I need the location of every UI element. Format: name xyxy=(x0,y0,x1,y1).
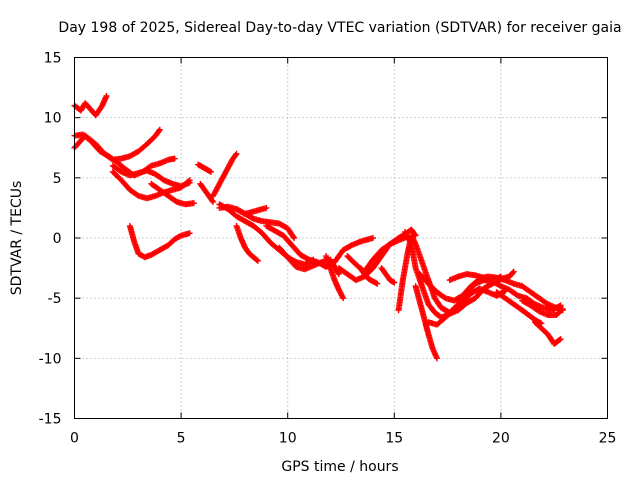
data-point xyxy=(103,93,110,100)
series-arc-27 xyxy=(446,271,564,314)
data-point xyxy=(556,336,563,343)
data-point xyxy=(176,233,183,240)
x-tick-label: 0 xyxy=(70,431,79,447)
series-arc-08 xyxy=(195,161,214,175)
data-point xyxy=(190,200,197,207)
data-point xyxy=(254,257,261,264)
y-tick-label: 10 xyxy=(44,111,62,127)
chart-title: Day 198 of 2025, Sidereal Day-to-day VTE… xyxy=(58,20,621,36)
data-point xyxy=(335,269,342,276)
y-tick-label: -10 xyxy=(39,351,62,367)
y-tick-label: -5 xyxy=(48,291,62,307)
data-point xyxy=(210,198,217,205)
data-point xyxy=(433,355,440,362)
x-tick-label: 5 xyxy=(177,431,186,447)
series-arc-14 xyxy=(233,222,261,264)
data-point xyxy=(263,204,270,211)
y-tick-label: 5 xyxy=(53,171,62,187)
data-point xyxy=(233,150,240,157)
data-point xyxy=(186,177,193,184)
series-arc-06 xyxy=(148,180,197,208)
series-arc-29 xyxy=(532,319,564,347)
tick-layer: 0 5 10 15 20 25 -15 -10 -5 0 5 10 15 xyxy=(39,51,617,447)
data-point xyxy=(290,233,297,240)
data-point xyxy=(510,268,517,275)
series-arc-10 xyxy=(210,150,240,199)
data-point xyxy=(369,235,376,241)
data-point xyxy=(391,279,398,286)
data-point xyxy=(156,126,163,133)
data-point xyxy=(291,235,298,241)
x-axis-label: GPS time / hours xyxy=(281,459,398,475)
x-tick-label: 10 xyxy=(279,431,297,447)
series-arc-01 xyxy=(71,93,110,119)
data-point xyxy=(232,151,239,158)
data-point xyxy=(186,230,193,237)
data-point xyxy=(559,305,566,312)
series-arc-13 xyxy=(233,204,270,217)
x-tick-label: 20 xyxy=(492,431,510,447)
data-point xyxy=(253,256,260,263)
data-point xyxy=(558,306,565,313)
series-arc-24 xyxy=(412,283,440,362)
series-arc-20 xyxy=(357,265,381,287)
data-point xyxy=(185,178,192,185)
x-tick-label: 25 xyxy=(599,431,617,447)
y-axis-label: SDTVAR / TECUs xyxy=(9,181,25,296)
y-tick-label: 0 xyxy=(53,231,62,247)
data-point xyxy=(155,127,162,134)
data-point xyxy=(207,168,214,175)
series-arc-07 xyxy=(126,222,193,261)
data-point xyxy=(209,197,216,204)
data-point xyxy=(509,269,516,276)
x-tick-label: 15 xyxy=(385,431,403,447)
data-point xyxy=(335,271,342,278)
series-arc-30 xyxy=(519,297,566,319)
data-point xyxy=(557,302,564,309)
series-arc-17 xyxy=(323,253,347,302)
y-tick-label: -15 xyxy=(39,412,62,428)
data-point xyxy=(171,155,178,162)
y-tick-label: 15 xyxy=(44,51,62,67)
series-arc-12 xyxy=(216,203,298,241)
data-layer xyxy=(71,93,566,362)
series-arc-21 xyxy=(378,265,398,286)
data-point xyxy=(340,295,347,302)
data-point xyxy=(557,336,564,343)
data-point xyxy=(374,280,381,287)
